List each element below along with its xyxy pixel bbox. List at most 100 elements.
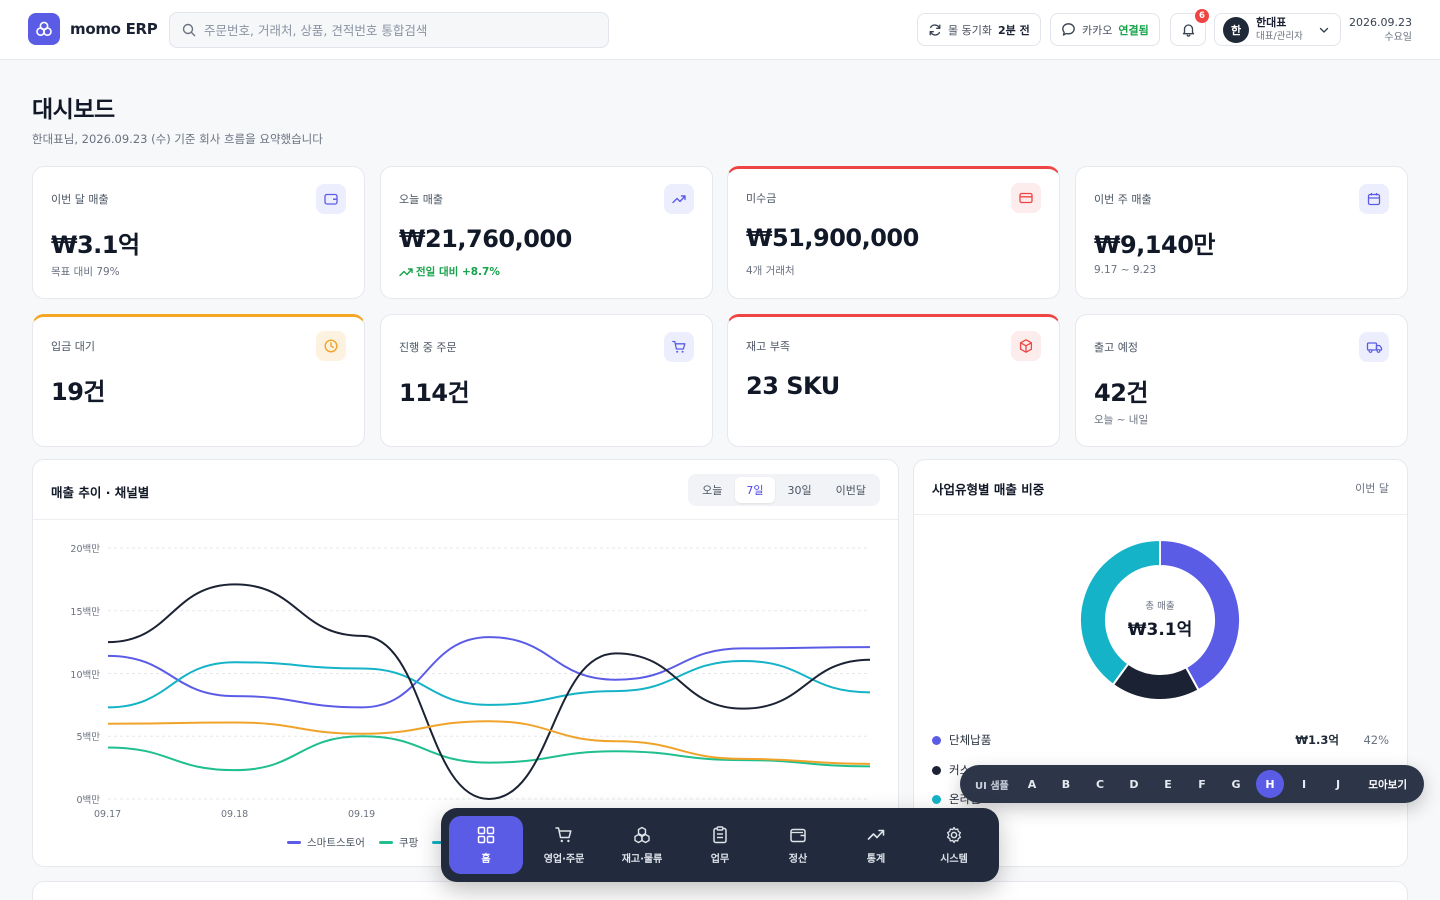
series-line-2[interactable]	[107, 659, 871, 709]
panel-header: 사업유형별 매출 비중 이번 달	[914, 460, 1407, 515]
kpi-card-low-stock[interactable]: 재고 부족 23 SKU	[727, 314, 1060, 447]
dock-item-system[interactable]: 시스템	[917, 816, 991, 874]
kpi-card-today-sales[interactable]: 오늘 매출 ₩21,760,000 전일 대비 +8.7%	[380, 166, 713, 299]
sample-g-button[interactable]: G	[1231, 777, 1241, 791]
sample-i-button[interactable]: I	[1301, 777, 1307, 791]
chat-bubble-icon	[1062, 23, 1075, 36]
clock-icon	[316, 331, 346, 361]
credit-card-icon	[1011, 183, 1041, 213]
bottom-panel	[32, 881, 1408, 900]
x-tick-label: 09.18	[221, 809, 249, 820]
chevron-down-icon	[1319, 27, 1329, 33]
app-name: momo ERP	[70, 20, 158, 38]
search-icon	[182, 23, 196, 37]
range-30d-button[interactable]: 30일	[787, 484, 812, 497]
view-all-button[interactable]: 모아보기	[1368, 779, 1407, 791]
kpi-label: 진행 중 주문	[399, 341, 457, 354]
dock-item-statistics[interactable]: 통계	[839, 816, 913, 874]
donut-slice-2[interactable]	[1079, 538, 1161, 687]
box-icon	[1011, 331, 1041, 361]
kpi-card-weekly-sales[interactable]: 이번 주 매출 ₩9,140만 9.17 ~ 9.23	[1075, 166, 1408, 299]
kpi-card-pending-deposits[interactable]: 입금 대기 19건	[32, 314, 365, 447]
current-date: 2026.09.23 수요일	[1349, 15, 1412, 45]
bottom-dock-nav: 홈 영업·주문 재고·물류 업무 정산 통계 시스템	[441, 808, 999, 882]
trend-up-icon	[399, 267, 413, 276]
weekday-text: 수요일	[1384, 32, 1412, 43]
sample-a-button[interactable]: A	[1027, 777, 1037, 791]
sales-trend-panel: 매출 추이 · 채널별 오늘 7일 30일 이번달 0백만 5백만 10백만 15백만…	[32, 459, 899, 867]
logo-icon	[28, 13, 60, 45]
legend-label: 쿠팡	[398, 837, 419, 849]
dock-item-inventory[interactable]: 재고·물류	[605, 816, 679, 874]
share-percent: 42%	[1363, 733, 1389, 747]
bell-icon	[1182, 24, 1194, 37]
y-tick-label: 5백만	[76, 732, 100, 744]
sample-c-button[interactable]: C	[1095, 777, 1105, 791]
mall-sync-button[interactable]: 몰 동기화 2분 전	[917, 13, 1041, 46]
dock-label: 정산	[788, 854, 808, 865]
kpi-label: 오늘 매출	[399, 193, 443, 206]
kpi-change: 전일 대비 +8.7%	[399, 264, 500, 279]
app-logo[interactable]: momo ERP	[28, 13, 158, 45]
kpi-sub: 오늘 ~ 내일	[1094, 414, 1149, 426]
share-row[interactable]: 단체납품 ₩1.3억 42%	[932, 730, 1389, 750]
sample-f-button[interactable]: F	[1198, 777, 1206, 791]
y-tick-label: 0백만	[76, 795, 100, 806]
kakao-status-button[interactable]: 카카오 연결됨	[1050, 13, 1160, 46]
kpi-value: ₩51,900,000	[746, 224, 919, 252]
kpi-card-scheduled-shipments[interactable]: 출고 예정 42건 오늘 ~ 내일	[1075, 314, 1408, 447]
y-tick-label: 15백만	[70, 606, 100, 618]
clipboard-icon	[713, 826, 727, 844]
range-today-button[interactable]: 오늘	[702, 484, 723, 497]
legend-item[interactable]	[432, 835, 447, 850]
notifications-button[interactable]: 6	[1170, 9, 1209, 46]
dock-item-home[interactable]: 홈	[449, 816, 523, 874]
range-month-button[interactable]: 이번달	[835, 484, 866, 497]
donut-slice-1[interactable]	[1111, 662, 1200, 701]
series-line-3[interactable]	[107, 583, 871, 801]
x-tick-label: 09.17	[94, 809, 122, 820]
dock-item-settlement[interactable]: 정산	[761, 816, 835, 874]
kpi-card-receivables[interactable]: 미수금 ₩51,900,000 4개 거래처	[727, 166, 1060, 299]
sample-d-button[interactable]: D	[1129, 777, 1139, 791]
share-amount: ₩1.3억	[1295, 733, 1339, 747]
sample-b-button[interactable]: B	[1061, 777, 1071, 791]
page-subtitle: 한대표님, 2026.09.23 (수) 기준 회사 흐름을 요약했습니다	[32, 132, 323, 146]
kpi-card-monthly-sales[interactable]: 이번 달 매출 ₩3.1억 목표 대비 79%	[32, 166, 365, 299]
trend-up-icon	[664, 184, 694, 214]
top-bar: momo ERP 몰 동기화 2분 전 카카오 연결됨 6 한 한대표 대표/관…	[0, 0, 1440, 60]
series-line-0[interactable]	[107, 636, 871, 709]
dock-label: 재고·물류	[621, 854, 663, 865]
series-line-4[interactable]	[107, 720, 871, 765]
kpi-sub: 9.17 ~ 9.23	[1094, 264, 1157, 276]
gear-icon	[946, 826, 962, 844]
donut-slice-0[interactable]	[1159, 538, 1241, 692]
wallet-icon	[316, 184, 346, 214]
sales-line-chart	[107, 547, 871, 801]
sample-h-button[interactable]: H	[1256, 770, 1284, 798]
y-tick-label: 20백만	[70, 544, 100, 555]
sample-j-button[interactable]: J	[1335, 777, 1341, 791]
sync-label: 몰 동기화	[948, 23, 992, 37]
kakao-status: 연결됨	[1118, 23, 1149, 37]
kpi-label: 미수금	[746, 192, 777, 205]
user-name: 한대표	[1256, 16, 1287, 29]
kpi-card-orders-in-progress[interactable]: 진행 중 주문 114건	[380, 314, 713, 447]
legend-item[interactable]: 스마트스토어	[287, 835, 365, 850]
kakao-label: 카카오	[1082, 23, 1113, 37]
avatar: 한	[1223, 16, 1249, 43]
series-line-1[interactable]	[107, 735, 871, 772]
global-search[interactable]	[169, 12, 609, 48]
dock-item-sales-orders[interactable]: 영업·주문	[527, 816, 601, 874]
dock-label: 통계	[866, 854, 886, 865]
legend-item[interactable]: 쿠팡	[378, 835, 419, 850]
range-7d-button[interactable]: 7일	[735, 477, 775, 503]
user-role: 대표/관리자	[1256, 31, 1303, 42]
user-menu[interactable]: 한 한대표 대표/관리자	[1214, 13, 1341, 46]
boxes-icon	[634, 826, 650, 844]
legend-swatch	[432, 841, 447, 844]
dock-item-tasks[interactable]: 업무	[683, 816, 757, 874]
sample-e-button[interactable]: E	[1164, 777, 1172, 791]
home-grid-icon	[477, 826, 495, 844]
search-input[interactable]	[204, 22, 584, 38]
